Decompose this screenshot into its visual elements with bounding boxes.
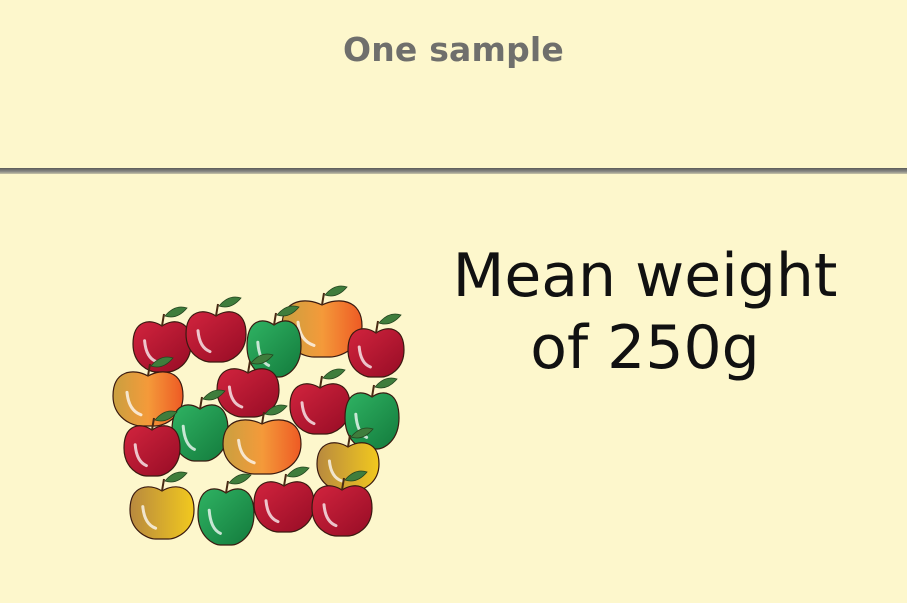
apple-icon [123,410,181,477]
apple-icon [129,471,195,540]
apple-icon [253,466,315,533]
header: One sample [0,0,907,168]
apple-icon [216,353,280,418]
caption: Mean weight of 250g [420,240,870,384]
apple-icon [347,313,405,378]
apple-icon [344,377,400,450]
apple-icon [132,306,192,373]
divider [0,168,907,174]
apple-icon [171,389,229,462]
apple-icon [197,473,255,546]
apple-icon [185,296,247,363]
apple-icon [281,285,363,358]
caption-line-2: of 250g [530,313,760,383]
apple-icon [222,404,302,475]
header-title: One sample [342,30,565,69]
apple-icon [311,470,373,537]
apple-icon [316,427,380,492]
apple-icon [289,368,351,435]
caption-line-1: Mean weight [452,241,838,311]
